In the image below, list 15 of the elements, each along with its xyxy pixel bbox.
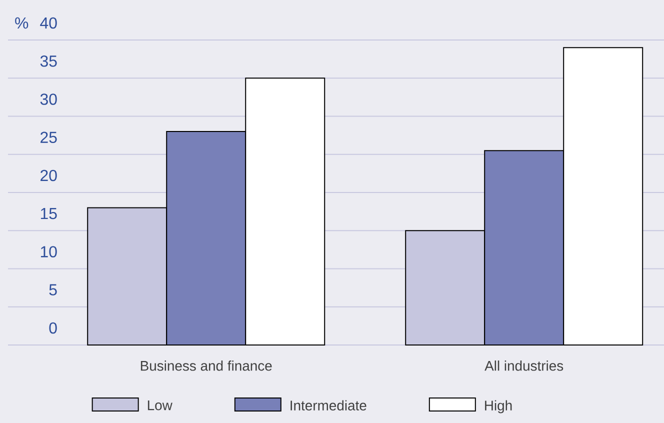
y-axis-title: % [15, 17, 28, 29]
y-tick-label: 5 [49, 284, 57, 296]
y-tick-label: 35 [40, 55, 57, 67]
y-tick-label: 25 [40, 132, 57, 144]
y-tick-label: 40 [40, 17, 57, 29]
legend-label: Low [148, 400, 172, 410]
legend-label: High [485, 400, 512, 414]
y-tick-label: 15 [40, 208, 57, 220]
y-tick-label: 0 [49, 322, 57, 334]
y-tick-label: 20 [40, 170, 57, 182]
legend-label: Intermediate [290, 400, 366, 410]
x-tick-label: Business and finance [140, 360, 272, 371]
y-tick-label: 30 [40, 94, 57, 105]
x-tick-label: All industries [484, 360, 564, 371]
y-tick-label: 10 [40, 246, 57, 258]
